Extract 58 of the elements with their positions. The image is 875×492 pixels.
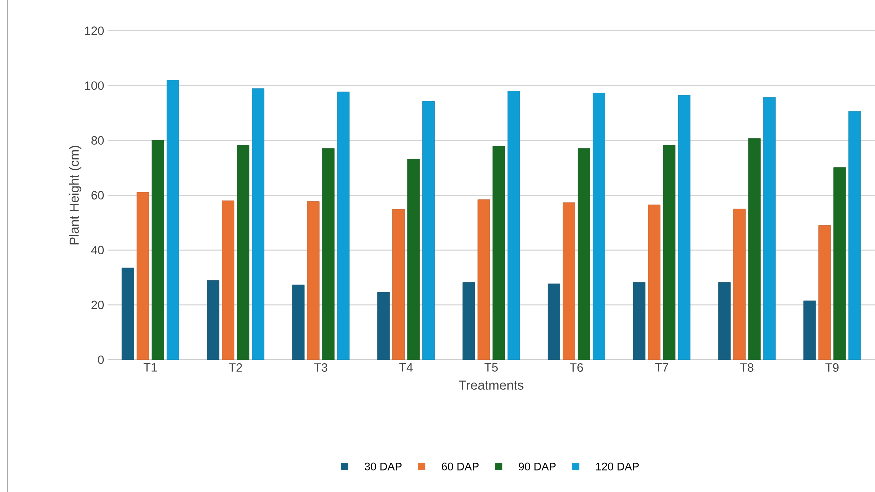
bar [422, 101, 435, 360]
x-tick-label: T3 [314, 364, 328, 372]
bar [663, 145, 676, 360]
bar [408, 159, 420, 360]
bar [222, 200, 235, 360]
bar [748, 138, 761, 360]
legend-label: 30 DAP [364, 462, 402, 471]
x-tick-label: T2 [229, 364, 242, 372]
y-tick-label: 0 [98, 356, 104, 364]
x-tick-label: T4 [400, 364, 413, 372]
bar [548, 284, 560, 360]
bar [122, 268, 134, 360]
bar [322, 148, 335, 360]
x-tick-label: T7 [655, 364, 668, 372]
bar [648, 204, 661, 360]
bar [733, 209, 746, 360]
bar [136, 192, 150, 360]
bar [578, 148, 590, 360]
bar [848, 111, 862, 360]
bar [378, 292, 390, 360]
bar [633, 282, 646, 360]
bar [166, 80, 180, 360]
y-tick-label: 40 [91, 246, 104, 255]
y-tick-label: 60 [92, 191, 104, 200]
bar [818, 225, 832, 360]
x-tick-label: T8 [740, 364, 754, 372]
bar [207, 280, 220, 360]
y-tick-label: 80 [92, 136, 104, 145]
bar [804, 300, 816, 360]
x-tick-label: T5 [484, 364, 498, 372]
legend-label: 90 DAP [519, 462, 556, 471]
bar [237, 145, 250, 360]
y-tick-label: 120 [85, 26, 104, 36]
bar [508, 91, 520, 360]
bar [492, 146, 506, 360]
bar [292, 284, 305, 360]
bar [718, 282, 731, 360]
x-axis-title: Treatments [459, 380, 524, 390]
bar [763, 97, 776, 360]
bar [337, 92, 350, 360]
x-tick-label: T9 [826, 364, 839, 372]
y-tick-label: 20 [92, 300, 104, 310]
y-axis-title: Plant Height (cm) [69, 146, 82, 245]
x-tick-label: T6 [570, 364, 584, 372]
bar [252, 88, 265, 360]
legend-label: 120 DAP [596, 462, 640, 471]
bar [462, 282, 476, 360]
bar [834, 168, 846, 360]
legend-label: 60 DAP [442, 462, 479, 471]
bar [593, 93, 606, 360]
bar [478, 200, 490, 360]
x-tick-label: T1 [144, 364, 158, 372]
bar [152, 140, 164, 360]
bar [678, 95, 691, 360]
bar [392, 209, 405, 360]
bar [563, 202, 576, 360]
y-tick-label: 100 [85, 82, 104, 90]
bar [307, 202, 320, 360]
